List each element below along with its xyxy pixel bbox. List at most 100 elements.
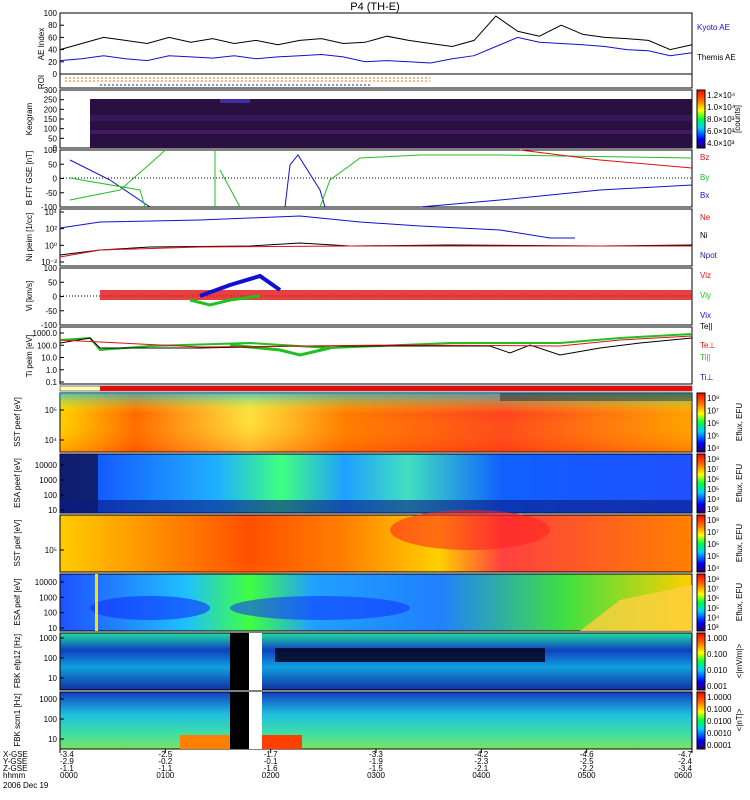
ytick-label: 10 bbox=[48, 735, 57, 744]
legend-viy: Viy bbox=[700, 291, 711, 300]
xaxis-value: -3.3 bbox=[369, 750, 383, 759]
legend-by: By bbox=[700, 173, 709, 182]
ytick-label: 0 bbox=[53, 144, 58, 153]
colorbar-tick-label: 10³ bbox=[707, 505, 719, 514]
xaxis-value: -1.5 bbox=[369, 764, 383, 773]
legend-vix: Vix bbox=[700, 311, 711, 320]
colorbar-tick-label: 0.0001 bbox=[707, 741, 732, 750]
colorbar-tick-label: 4.0×10³ bbox=[707, 139, 735, 148]
fbk-efield-colorbar-label: <|mV/m|> bbox=[735, 643, 744, 678]
legend-bz: Bz bbox=[700, 153, 709, 162]
ytick-label: 100 bbox=[44, 125, 58, 134]
colorbar-tick-label: 6.0×10³ bbox=[707, 127, 735, 136]
xaxis-value: -2.2 bbox=[580, 764, 594, 773]
colorbar-tick-label: 1.0000 bbox=[707, 693, 732, 702]
ytick-label: 10 bbox=[48, 674, 57, 683]
sst-ion-colorbar bbox=[696, 514, 706, 573]
ytick-label: 250 bbox=[44, 96, 58, 105]
xaxis-value: -4.7 bbox=[678, 750, 692, 759]
ytick-label: 10⁴ bbox=[45, 208, 58, 217]
fbk-efield-colorbar bbox=[696, 632, 706, 691]
colorbar-tick-label: 10⁷ bbox=[707, 407, 719, 416]
ytick-label: 10 bbox=[48, 506, 57, 515]
legend-themis-ae: Themis AE bbox=[697, 53, 736, 62]
ytick-label: 10 bbox=[48, 624, 57, 633]
ytick-label: -100 bbox=[41, 321, 58, 330]
colorbar-tick-label: 10⁵ bbox=[707, 552, 719, 561]
ae-panel: 100 80 60 40 20 0 AE Index Kyoto AE Themis AE bbox=[37, 9, 736, 79]
ytick-label: 50 bbox=[48, 278, 57, 287]
ytick-label: 100 bbox=[44, 609, 58, 618]
sst-electron-panel: 10⁵ 10⁴ SST peef [eV] 10⁸ 10⁷ 10⁶ 10⁵ 10⁴ Efl… bbox=[13, 392, 744, 453]
xaxis-value: -2.5 bbox=[158, 750, 172, 759]
fbk-scm-ylabel: FBK scm1 [Hz] bbox=[13, 693, 22, 746]
xaxis-value: -4.2 bbox=[474, 750, 488, 759]
ytick-label: -50 bbox=[45, 307, 57, 316]
esa-ion-colorbar-label: Eflux, EFU bbox=[735, 583, 744, 621]
xaxis-value: -1.9 bbox=[369, 757, 383, 766]
ytick-label: 1000 bbox=[39, 476, 57, 485]
ytick-label: 10⁰ bbox=[45, 241, 57, 250]
legend-te-par: Te|| bbox=[700, 322, 713, 331]
colorbar-tick-label: 10⁷ bbox=[707, 465, 719, 474]
xaxis-value: 0600 bbox=[674, 771, 692, 780]
ytick-label: 10⁴ bbox=[45, 436, 58, 445]
xaxis-value: -1.1 bbox=[158, 764, 172, 773]
colorbar-tick-label: 10⁷ bbox=[707, 585, 719, 594]
legend-ti-par: Ti|| bbox=[700, 353, 711, 362]
colorbar-tick-label: 10⁴ bbox=[707, 495, 720, 504]
ytick-label: 100 bbox=[44, 146, 58, 155]
ytick-label: 10⁵ bbox=[45, 546, 57, 555]
xaxis-value: 0300 bbox=[367, 771, 385, 780]
ytick-label: 100 bbox=[44, 654, 58, 663]
colorbar-tick-label: 10³ bbox=[707, 623, 719, 632]
xaxis-value: -2.5 bbox=[580, 757, 594, 766]
fbk-scm-colorbar bbox=[696, 691, 706, 750]
ytick-label: 100 bbox=[44, 715, 58, 724]
ytick-label: 40 bbox=[48, 46, 57, 55]
xaxis-row-label: Z-GSE bbox=[3, 764, 27, 773]
fbk-efield-panel: 1000 100 10 FBK efp12 [Hz] 1.000 0.100 0.010… bbox=[13, 632, 744, 691]
colorbar-tick-label: 0.001 bbox=[707, 682, 728, 691]
esa-ion-colorbar bbox=[696, 573, 706, 632]
colorbar-tick-label: 0.0100 bbox=[707, 717, 732, 726]
colorbar-tick-label: 10⁵ bbox=[707, 604, 719, 613]
legend-ne: Ne bbox=[700, 213, 711, 222]
ytick-label: 0.1 bbox=[46, 378, 58, 387]
fbk-scm-colorbar-label: <|nT|> bbox=[735, 708, 744, 731]
ytick-label: 100 bbox=[44, 264, 58, 273]
ytick-label: 100 bbox=[44, 9, 58, 18]
ytick-label: 10⁻² bbox=[41, 258, 57, 267]
plot-title: P4 (TH-E) bbox=[350, 1, 400, 13]
colorbar-tick-label: 1.000 bbox=[707, 634, 728, 643]
esa-ion-ylabel: ESA peif [eV] bbox=[13, 578, 22, 625]
mode-bar-fast bbox=[100, 386, 692, 391]
colorbar-tick-label: 1.0×10⁴ bbox=[707, 103, 736, 112]
sst-ion-colorbar-label: Eflux, EFU bbox=[735, 524, 744, 562]
ti-panel: 1000.0100.010.01.00.1 Ti peim [eV] Te|| … bbox=[25, 322, 715, 387]
xaxis-value: -2.3 bbox=[474, 757, 488, 766]
bfit-panel: 100 50 0 -50 -100 B FIT GSE [nT] Bz By Bx bbox=[25, 146, 709, 212]
legend-ni: Ni bbox=[700, 231, 708, 240]
ytick-label: 1000 bbox=[39, 695, 57, 704]
esa-electron-ylabel: ESA peef [eV] bbox=[13, 458, 22, 508]
legend-bx: Bx bbox=[700, 191, 709, 200]
sst-ion-ylabel: SST peif [eV] bbox=[13, 520, 22, 567]
xaxis-value: -2.9 bbox=[60, 757, 74, 766]
xaxis-row-label: Y-GSE bbox=[3, 757, 27, 766]
fbk-scm-panel: 1000 100 10 FBK scm1 [Hz] 1.0000 0.1000 0.01… bbox=[13, 691, 744, 750]
colorbar-tick-label: 10⁷ bbox=[707, 528, 719, 537]
vi-ylabel: Vi [km/s] bbox=[25, 281, 34, 312]
ytick-label: 300 bbox=[44, 86, 58, 95]
sst-electron-ylabel: SST peef [eV] bbox=[13, 397, 22, 447]
xaxis-value: -2.1 bbox=[474, 764, 488, 773]
ytick-label: 1000 bbox=[39, 593, 57, 602]
ytick-label: 0 bbox=[53, 70, 58, 79]
sst-electron-colorbar-label: Eflux, EFU bbox=[735, 403, 744, 441]
bfit-ylabel: B FIT GSE [nT] bbox=[25, 151, 34, 206]
